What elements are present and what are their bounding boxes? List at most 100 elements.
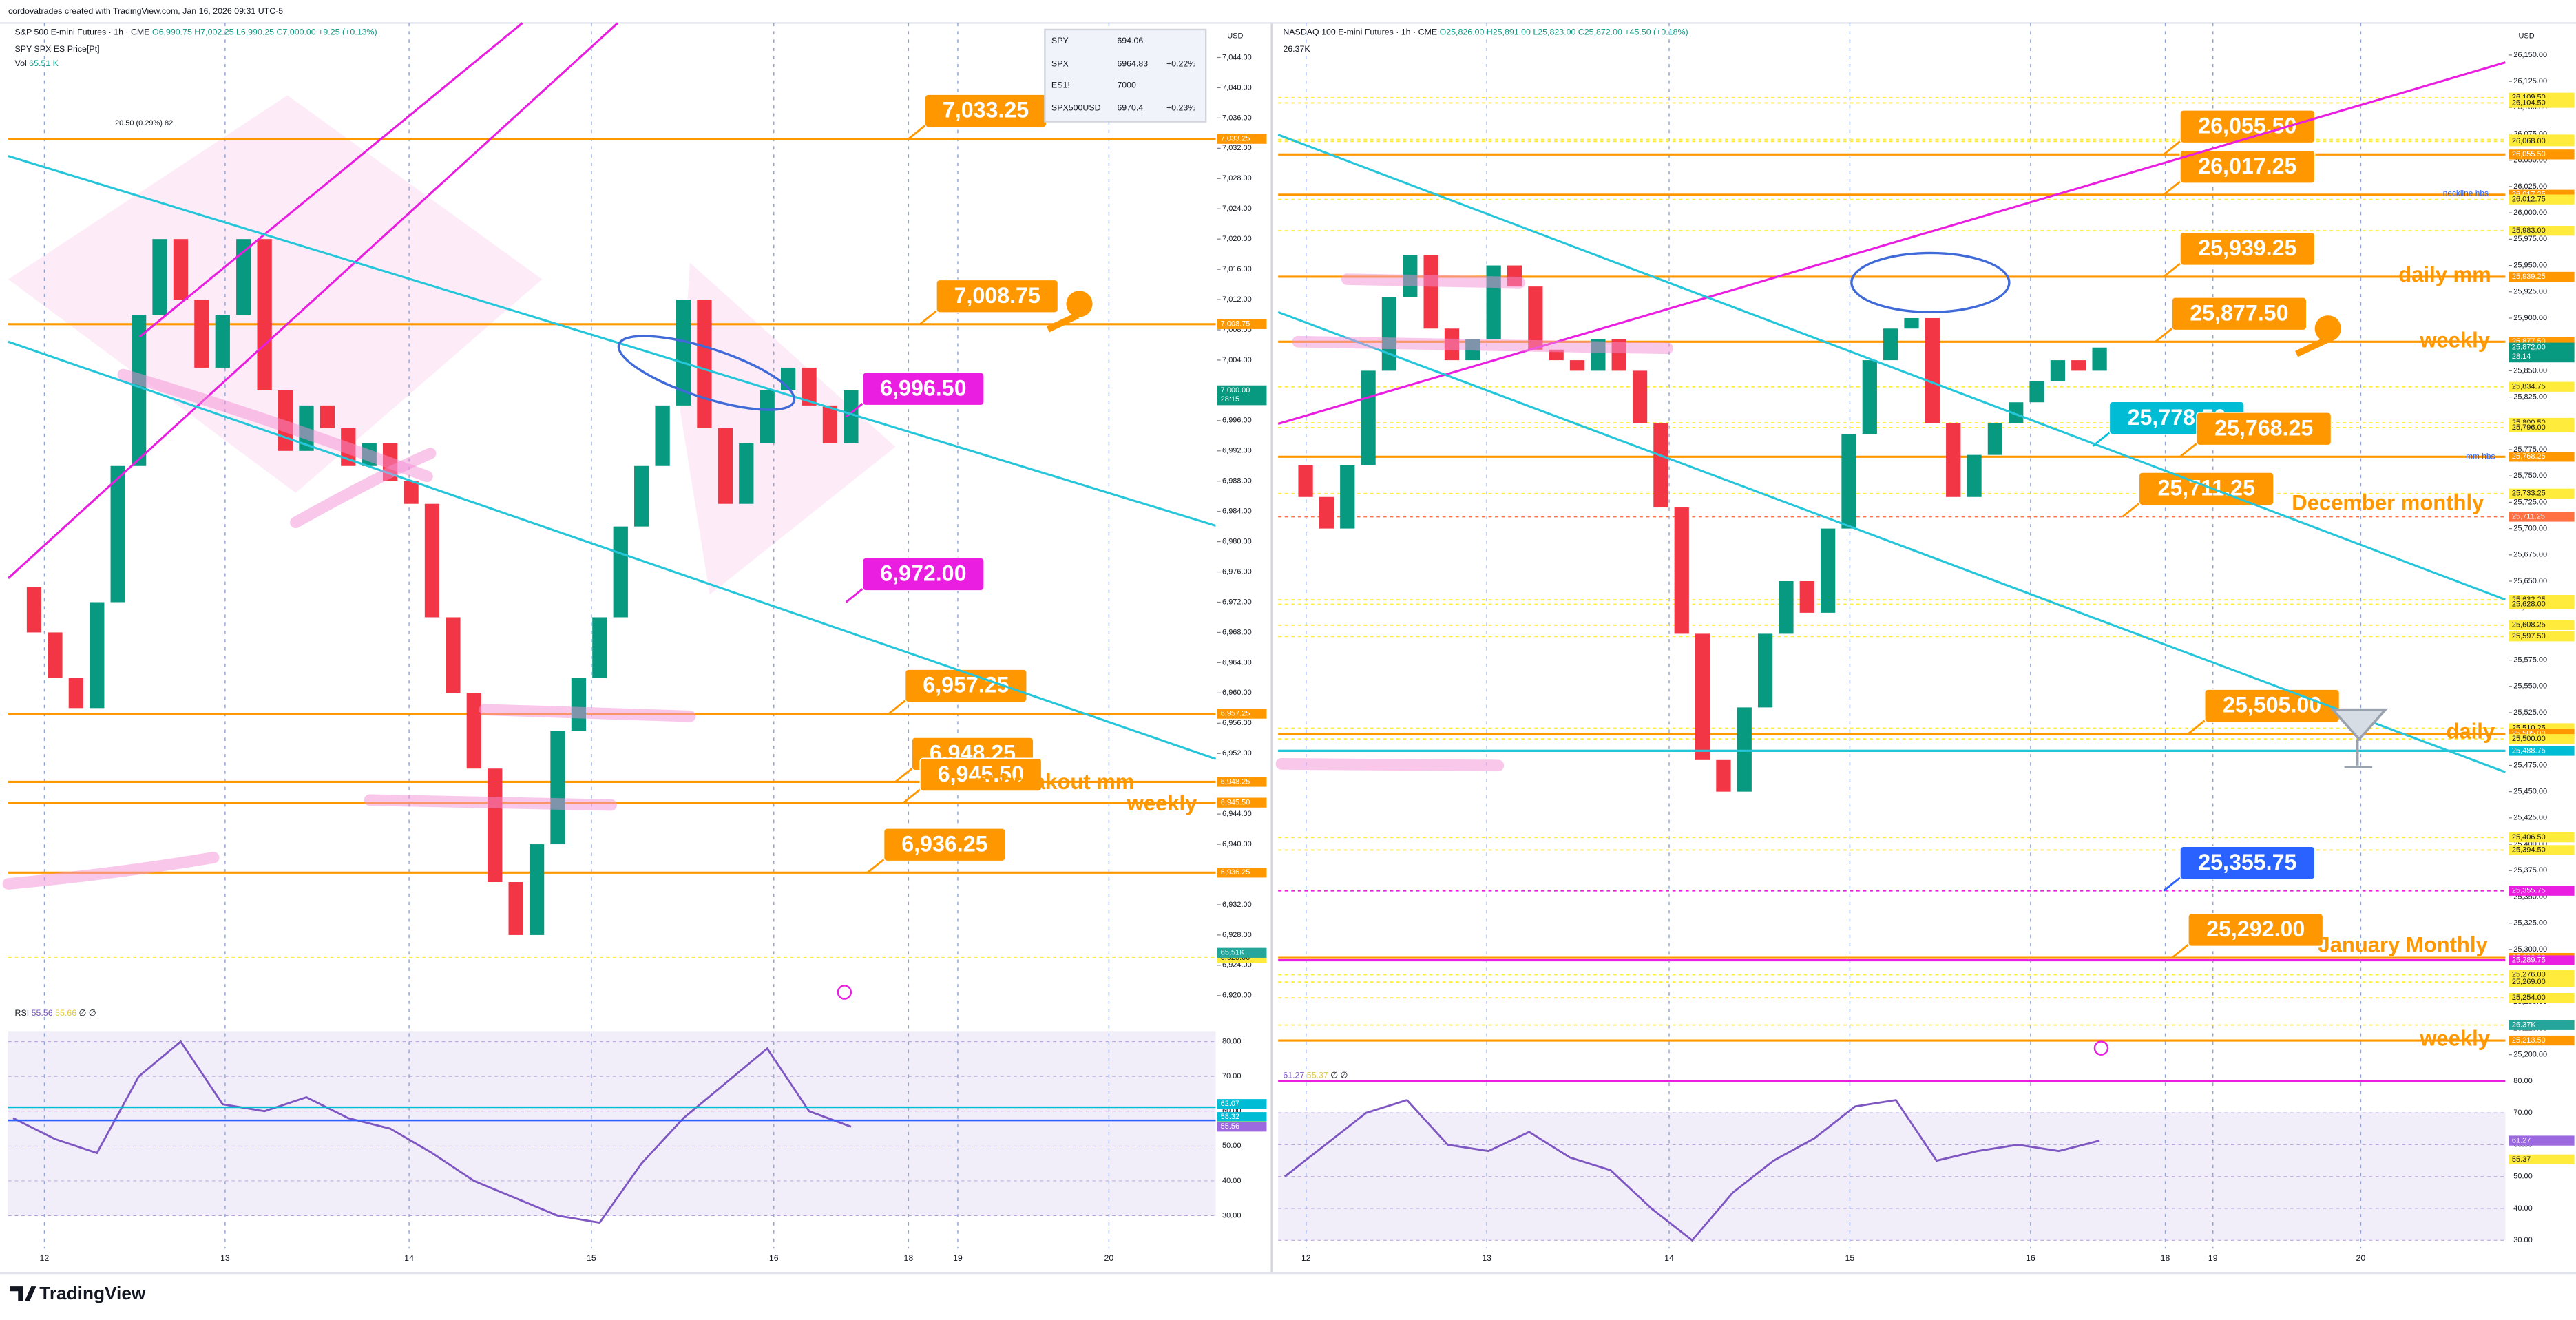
candle [1528,286,1543,350]
callout-box [2179,231,2316,266]
candle [2071,360,2086,371]
callout-pointer [2163,877,2181,892]
callout-pointer [919,310,937,325]
callout-label: 26,055.50 [2198,113,2296,138]
callout-label: 6,972.00 [880,561,966,586]
date-label: 20 [2356,1253,2366,1263]
candle [320,405,335,428]
candle [1653,423,1668,508]
price-tag [1217,319,1267,329]
price-tag-label: 25,488.75 [2512,746,2546,755]
price-tag [1217,1099,1267,1109]
stat-symbol: SPX [1051,59,1069,68]
callout-box [2179,846,2316,880]
rsi-header: RSI 55.56 55.66 ∅ ∅ [14,1008,96,1018]
price-tag-label: 25,394.50 [2512,846,2546,854]
trendline [1277,61,2506,426]
price-tag [1217,777,1267,787]
price-tag-label: 62.07 [1221,1100,1239,1108]
rsi-tick-label: 40.00 [2513,1204,2532,1213]
rsi-value: ∅ [79,1008,87,1018]
rsi-line [1284,1098,2100,1242]
price-tag [2509,1154,2575,1165]
date-label: 14 [404,1253,414,1263]
candle [2029,381,2044,403]
price-tag-label: 25,355.75 [2512,887,2546,895]
date-label: 13 [1482,1253,1491,1263]
stat-change: +0.22% [1166,59,1195,68]
price-tag-label: 25,768.25 [2512,452,2546,461]
date-label: 15 [1845,1253,1855,1263]
price-tag [2509,832,2575,843]
footer: TradingView [10,1283,146,1303]
candle [1946,423,1961,497]
high-note: 20.50 (0.29%) 82 [115,119,173,127]
price-tag-label: 61.27 [2512,1136,2531,1144]
price-tag-label: 26,012.75 [2512,196,2546,204]
vol-value: 26.37K [1283,44,1310,54]
date-label: 13 [220,1253,230,1263]
annotation: December monthly [2292,491,2484,515]
candle [550,731,565,845]
price-tag [2509,734,2575,744]
candle [2050,360,2066,381]
current-price: 7,000.00 [1221,386,1250,395]
candle [676,300,691,406]
callout-label: 25,292.00 [2206,916,2305,941]
candle [571,678,587,731]
price-tick-label: 6,940.00 [1222,840,1252,848]
price-tick-label: 25,650.00 [2513,577,2547,585]
ohlc: O25,826.00 [1440,28,1485,37]
price-tag-label: 26,055.50 [2512,150,2546,158]
annotation: mm hbs [2466,451,2495,461]
callout-box [861,372,985,406]
rsi-tick-label: 70.00 [1222,1072,1241,1080]
candle [1549,349,1564,361]
vol-tag [2509,1020,2575,1030]
candle [488,768,503,883]
price-tag [2509,488,2575,499]
candle [466,693,481,769]
unit: USD [1227,32,1243,40]
stats-bg [1044,28,1207,123]
candle [613,526,628,618]
callout-pointer [2163,262,2181,278]
panel-left: 12 13 14 15 16 18 19 20 7,044.00 7,040.00 7,036.00… [8,23,1267,1263]
price-tag [2509,422,2575,433]
callout-box [2179,149,2316,184]
price-tag [2509,225,2575,236]
candle [739,443,754,504]
price-tick-label: 25,200.00 [2513,1051,2547,1059]
price-tag-label: 25,834.75 [2512,383,2546,391]
candle [529,844,545,935]
date-label: 18 [903,1253,913,1263]
date-label: 16 [2026,1253,2035,1263]
ohlc: C7,000.00 [277,28,316,37]
stat-change: +0.23% [1166,103,1195,113]
stat-symbol: ES1! [1051,80,1070,90]
callout-box [2138,472,2274,506]
vol-line: Vol 65.51 K [14,59,59,68]
price-tick-label: 6,928.00 [1222,931,1252,939]
candle [760,390,775,443]
highlight [1341,273,1526,289]
candle [1925,317,1940,423]
highlight [117,368,433,483]
price-tag [1217,134,1267,144]
price-tag [2509,955,2575,965]
callout-pointer [2171,943,2189,959]
price-tick-label: 6,980.00 [1222,538,1252,546]
price-tag-label: 6,945.50 [1221,799,1250,807]
vol-value: 65.51 K [29,59,59,68]
candle [1737,707,1752,792]
pink-zone [680,262,896,595]
price-tick-label: 25,725.00 [2513,498,2547,506]
price-tick-label: 6,932.00 [1222,901,1252,909]
price-tag [2509,98,2575,108]
ohlc: L25,823.00 [1533,28,1575,37]
price-tag [2509,381,2575,392]
callout-box [861,557,985,591]
candle [655,405,670,466]
price-tick-label: 6,996.00 [1222,417,1252,425]
price-tag-label: 25,711.25 [2512,512,2545,521]
